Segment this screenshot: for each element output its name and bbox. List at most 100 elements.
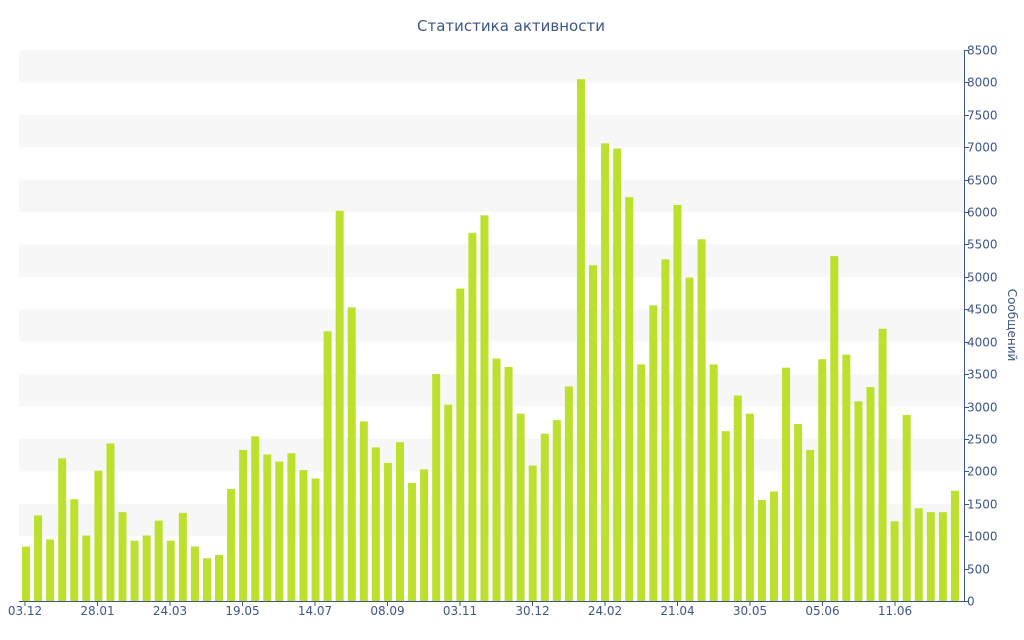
bar — [540, 433, 549, 601]
grid-band — [19, 374, 964, 407]
bar — [190, 546, 199, 601]
bar — [745, 413, 754, 601]
bar — [395, 442, 404, 601]
bar — [504, 366, 513, 601]
x-tick-label: 11.06 — [878, 604, 912, 618]
x-tick-label: 21.04 — [660, 604, 694, 618]
bar — [432, 374, 441, 601]
bar — [516, 413, 525, 601]
bar — [902, 414, 911, 601]
bar — [709, 364, 718, 601]
bar — [178, 512, 187, 601]
y-tick-label: 7000 — [967, 141, 998, 155]
grid-band — [19, 244, 964, 277]
bar — [589, 265, 598, 601]
x-tick-label: 03.12 — [8, 604, 42, 618]
x-tick-label: 05.06 — [805, 604, 839, 618]
y-tick-label: 6500 — [967, 174, 998, 188]
x-tick-label: 30.05 — [733, 604, 767, 618]
bar — [552, 420, 561, 601]
y-tick-label: 2500 — [967, 433, 998, 447]
bar — [130, 540, 139, 601]
bar — [721, 431, 730, 601]
bar — [637, 364, 646, 601]
bar — [866, 387, 875, 601]
grid-band — [19, 50, 964, 83]
grid-band — [19, 179, 964, 213]
bar — [854, 401, 863, 601]
bar — [456, 288, 465, 601]
x-tick-label: 24.03 — [153, 604, 187, 618]
bar — [239, 449, 248, 601]
bar — [46, 539, 55, 601]
y-tick-label: 8500 — [967, 44, 998, 58]
x-axis: 03.12 28.01 24.03 19.05 14.07 08.09 03.11 30.12… — [8, 601, 964, 618]
y-tick-label: 1000 — [967, 530, 998, 544]
bar — [347, 307, 356, 601]
bar — [818, 359, 827, 601]
y-tick-label: 5000 — [967, 271, 998, 285]
x-tick-label: 30.12 — [515, 604, 549, 618]
bar — [528, 465, 537, 601]
grid-bands — [19, 50, 964, 537]
x-tick-label: 08.09 — [370, 604, 404, 618]
bar — [371, 447, 380, 601]
bar — [94, 470, 103, 601]
bar — [782, 367, 791, 601]
bar — [890, 521, 899, 601]
bar — [950, 490, 959, 601]
bar — [769, 491, 778, 601]
bar — [601, 143, 610, 601]
y-tick-label: 2000 — [967, 465, 998, 479]
bar — [420, 469, 429, 601]
bar — [733, 395, 742, 601]
y-tick-label: 8000 — [967, 76, 998, 90]
bar — [154, 520, 163, 601]
bar — [335, 210, 344, 601]
bar — [576, 79, 585, 602]
bar — [142, 535, 151, 601]
bar — [323, 331, 332, 601]
bar — [661, 259, 670, 601]
y-axis-title: Сообщений — [1005, 289, 1019, 362]
bar — [564, 386, 573, 601]
y-tick-label: 4000 — [967, 336, 998, 350]
y-tick-label: 5500 — [967, 238, 998, 252]
bar — [842, 354, 851, 601]
bar — [697, 239, 706, 601]
bar — [830, 256, 839, 601]
bar — [794, 424, 803, 601]
bar — [251, 436, 260, 601]
bar — [673, 204, 682, 601]
bar — [263, 454, 272, 601]
y-tick-label: 4500 — [967, 303, 998, 317]
x-tick-label: 14.07 — [298, 604, 332, 618]
bar — [215, 554, 224, 601]
y-axis: 0 500 1000 1500 2000 2500 3000 3500 4000 4500 5000… — [964, 44, 998, 609]
bar — [492, 358, 501, 601]
bar — [649, 305, 658, 601]
bar — [625, 197, 634, 601]
bar — [757, 499, 766, 601]
bar — [480, 215, 489, 602]
bar — [202, 558, 211, 601]
bar — [408, 483, 417, 601]
bar — [311, 478, 320, 601]
grid-band — [19, 114, 964, 148]
x-tick-label: 24.02 — [588, 604, 622, 618]
bar — [878, 328, 887, 601]
y-tick-label: 7500 — [967, 109, 998, 123]
bar — [806, 449, 815, 601]
bar — [613, 148, 622, 601]
bar — [938, 512, 947, 601]
y-tick-label: 6000 — [967, 206, 998, 220]
bar — [383, 462, 392, 601]
bar — [118, 512, 127, 601]
bar — [468, 232, 477, 602]
bars-group — [22, 79, 959, 602]
bar — [359, 421, 368, 601]
bar — [34, 515, 43, 601]
bar — [70, 499, 79, 601]
